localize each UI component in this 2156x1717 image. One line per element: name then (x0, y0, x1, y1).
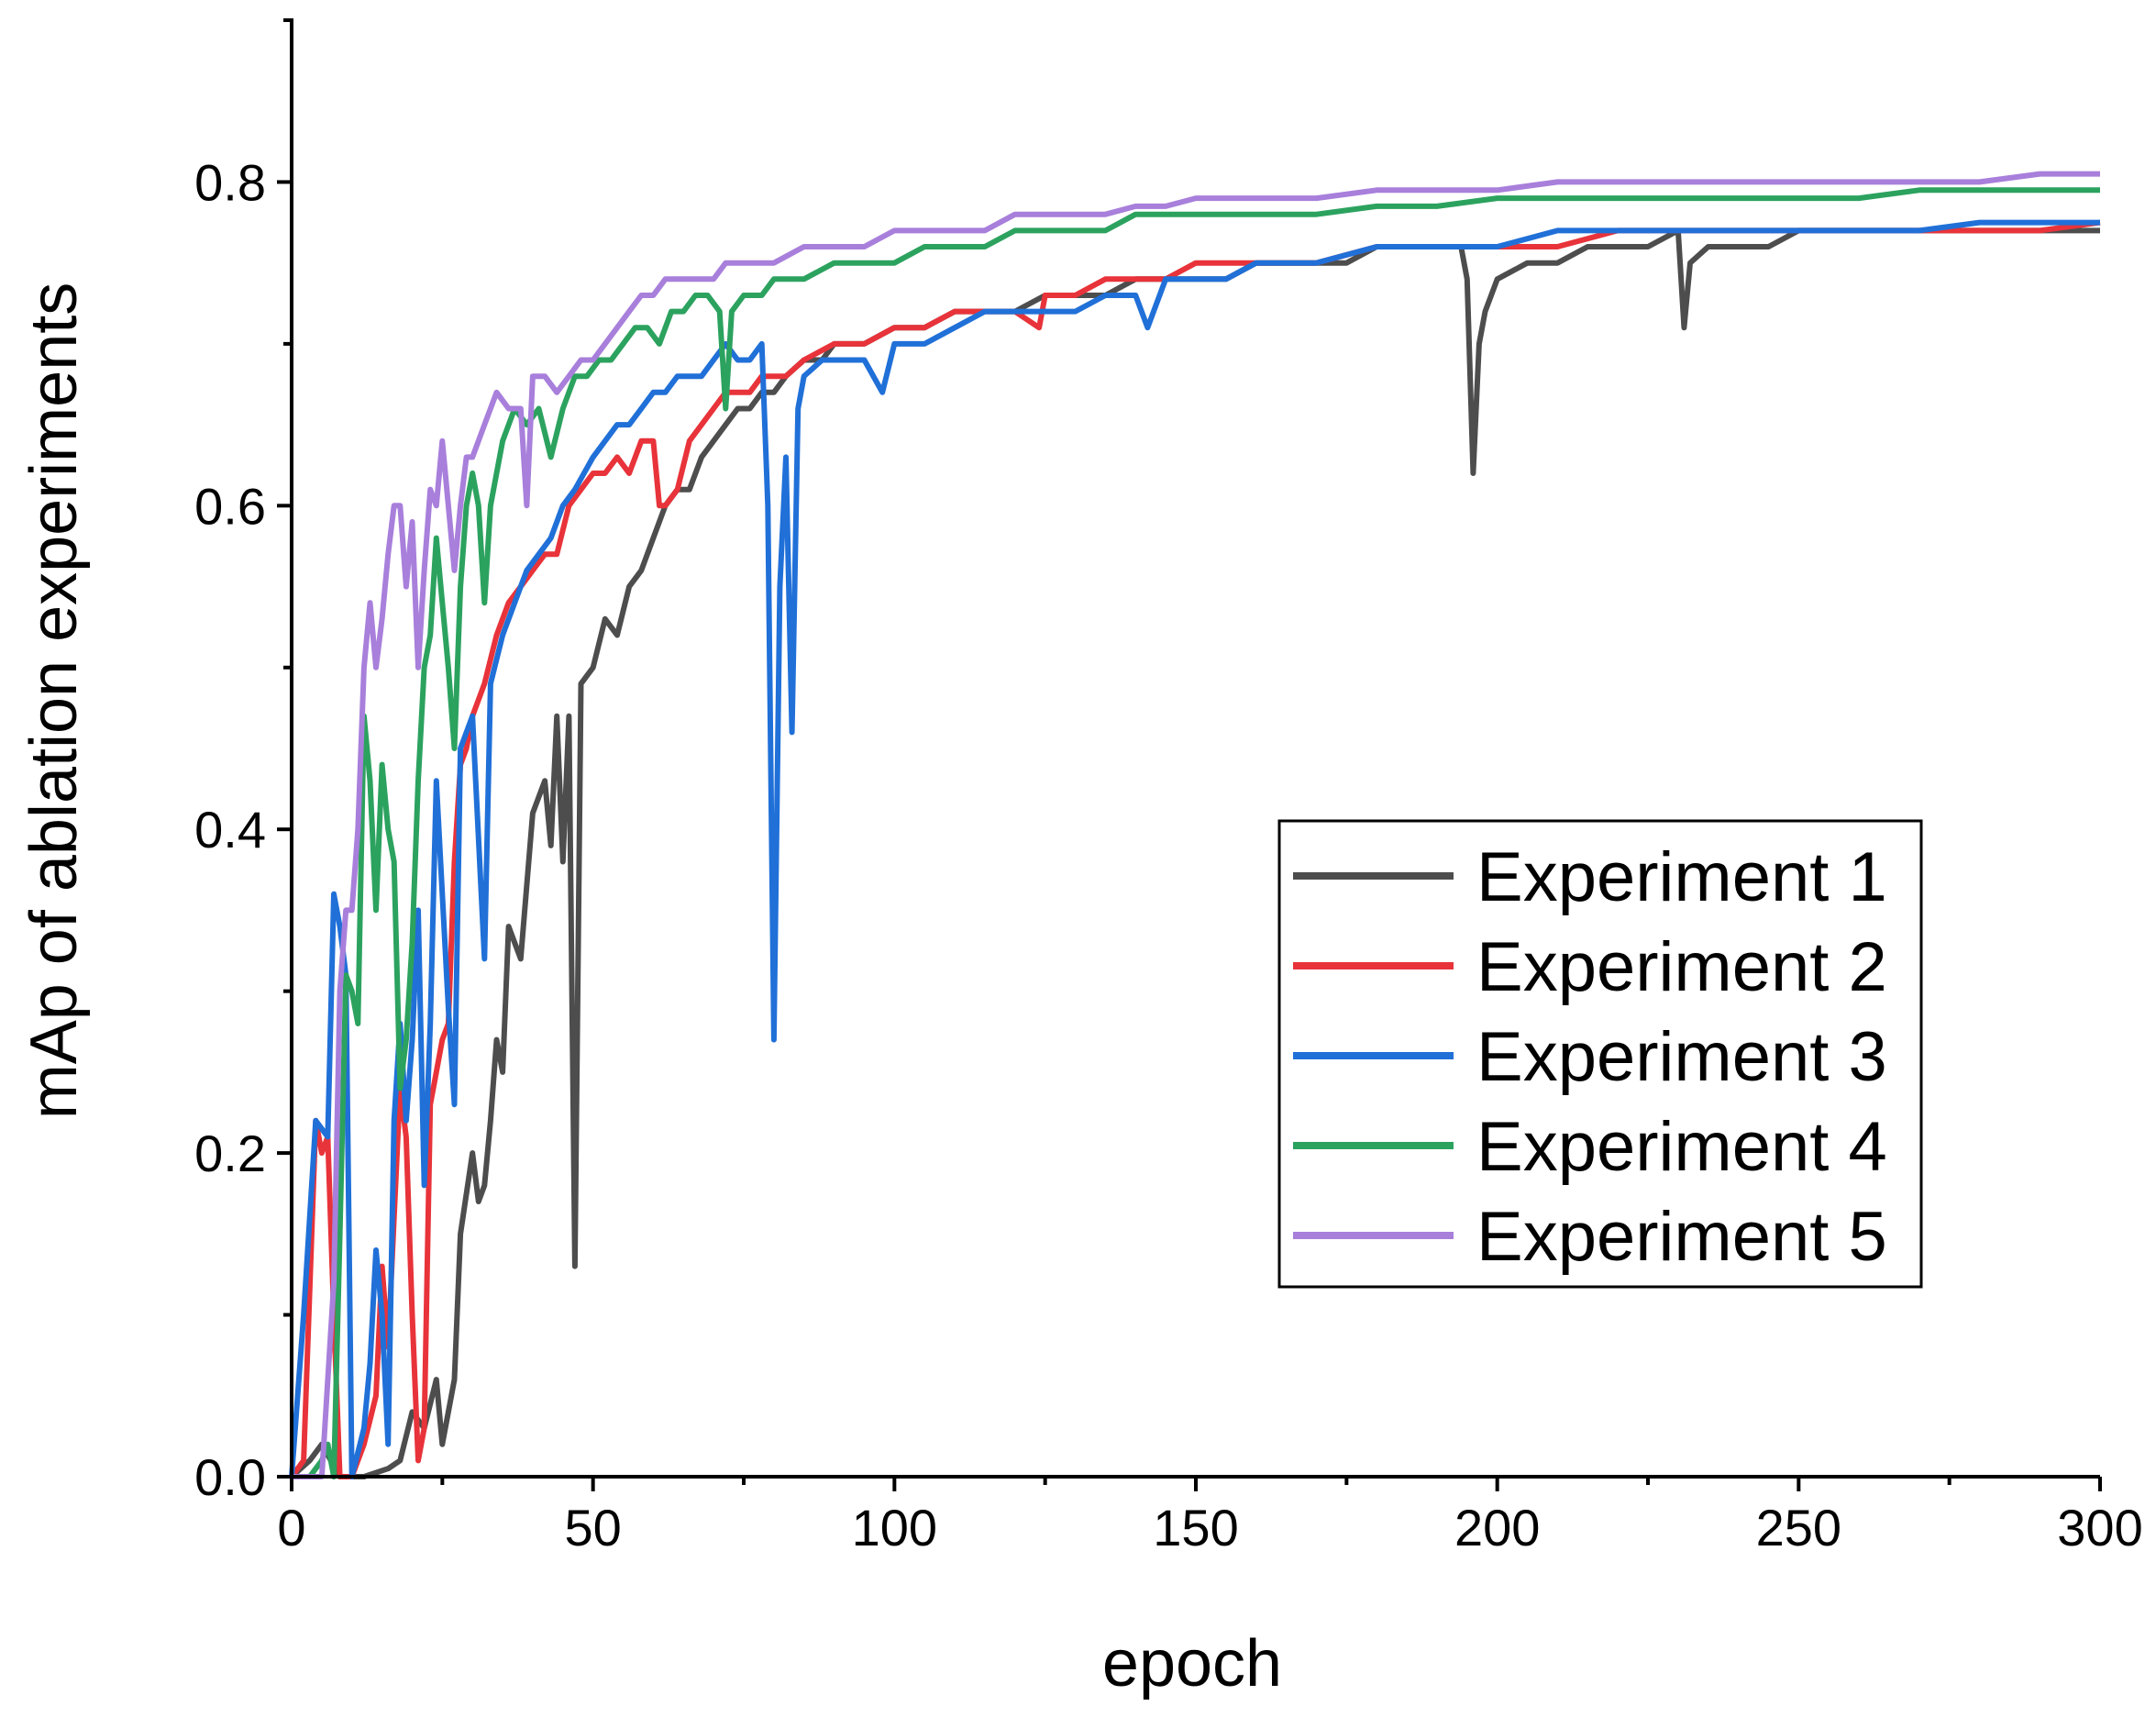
y-tick-label: 0.8 (194, 153, 266, 211)
legend-label-5: Experiment 5 (1476, 1198, 1887, 1276)
legend-label-4: Experiment 4 (1476, 1108, 1887, 1186)
legend-label-3: Experiment 3 (1476, 1018, 1887, 1096)
y-axis-title: mAp of ablation experiments (17, 282, 91, 1119)
series-line-5 (292, 171, 2100, 1479)
legend-label-1: Experiment 1 (1476, 838, 1887, 916)
x-tick-label: 100 (852, 1499, 937, 1556)
legend-label-2: Experiment 2 (1476, 928, 1887, 1006)
y-tick-label: 0.6 (194, 477, 266, 535)
series-line-3 (289, 219, 2100, 1479)
legend: Experiment 1 Experiment 2 Experiment 3 Expe… (1277, 819, 1923, 1289)
x-tick-label: 300 (2057, 1499, 2142, 1556)
series-line-4 (292, 187, 2100, 1479)
x-tick-label: 250 (1756, 1499, 1841, 1556)
y-tick-label: 0.2 (194, 1124, 266, 1182)
x-tick-label: 50 (565, 1499, 622, 1556)
x-tick-label: 150 (1153, 1499, 1238, 1556)
y-tick-label: 0.4 (194, 801, 266, 858)
x-tick-label: 200 (1454, 1499, 1540, 1556)
x-tick-label: 0 (277, 1499, 305, 1556)
plot-lines (289, 171, 2101, 1479)
y-tick-label: 0.0 (194, 1448, 266, 1506)
x-axis-title: epoch (1102, 1627, 1282, 1700)
ticks: 0 50 100 150 200 250 300 0.0 0.2 0.4 0.6 0.8 (194, 18, 2143, 1556)
